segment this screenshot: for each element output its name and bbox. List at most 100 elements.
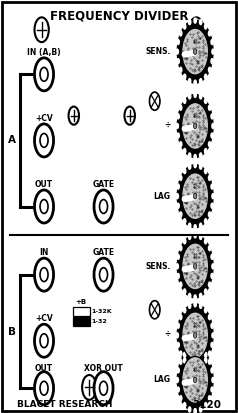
Circle shape [40,199,48,214]
Circle shape [183,402,187,408]
Circle shape [211,48,215,55]
Circle shape [179,30,183,37]
Circle shape [183,238,187,244]
Circle shape [204,288,208,295]
Circle shape [208,245,212,252]
Circle shape [182,28,209,75]
Circle shape [193,408,197,413]
Text: 1-32K: 1-32K [92,309,112,314]
Text: LAG: LAG [154,192,171,201]
Circle shape [188,293,192,299]
Circle shape [179,141,183,147]
Circle shape [177,234,214,299]
Circle shape [175,332,179,339]
Circle shape [193,79,197,86]
Circle shape [199,164,203,170]
Circle shape [149,301,160,319]
Circle shape [35,190,54,223]
Circle shape [182,243,209,290]
Text: +CV: +CV [35,314,53,323]
Circle shape [188,347,192,354]
Circle shape [210,58,214,64]
Circle shape [189,17,203,42]
Circle shape [82,375,96,400]
Circle shape [179,358,183,365]
Circle shape [40,268,48,282]
Circle shape [182,356,209,404]
Circle shape [210,113,214,120]
Circle shape [208,395,212,401]
Text: SENS.: SENS. [145,262,171,271]
Circle shape [204,351,208,358]
Circle shape [35,124,54,157]
Circle shape [179,211,183,218]
Circle shape [208,211,212,218]
Circle shape [193,162,197,169]
Circle shape [99,381,108,395]
Circle shape [177,19,214,84]
Circle shape [40,334,48,348]
Circle shape [208,314,212,320]
Circle shape [188,223,192,229]
Circle shape [177,164,214,228]
Circle shape [176,273,180,279]
Circle shape [193,301,197,308]
Text: 1-32: 1-32 [92,319,107,324]
Circle shape [204,74,208,80]
Circle shape [193,363,197,370]
Circle shape [199,406,203,413]
Circle shape [210,323,214,329]
Circle shape [40,67,48,81]
Circle shape [175,193,179,199]
Circle shape [210,342,214,348]
Circle shape [193,154,197,160]
Circle shape [176,202,180,209]
Circle shape [99,199,108,214]
Circle shape [179,245,183,252]
Circle shape [199,347,203,354]
Circle shape [208,104,212,111]
Circle shape [199,78,203,84]
Circle shape [188,78,192,84]
Circle shape [210,202,214,209]
Circle shape [204,23,208,30]
Circle shape [210,183,214,190]
Circle shape [193,224,197,230]
Text: GATE: GATE [93,180,114,189]
Circle shape [188,406,192,413]
Circle shape [188,19,192,25]
Text: 3120: 3120 [192,400,221,410]
Circle shape [193,49,197,55]
Circle shape [211,377,215,383]
Circle shape [94,258,113,291]
Circle shape [188,93,192,100]
Text: OUT: OUT [35,180,53,189]
Circle shape [176,323,180,329]
Circle shape [193,123,197,129]
Circle shape [208,281,212,288]
Circle shape [176,58,180,64]
Text: B: B [8,327,16,337]
Circle shape [204,148,208,154]
Text: SENS.: SENS. [145,47,171,56]
Circle shape [40,133,48,147]
Circle shape [176,254,180,260]
Circle shape [175,377,179,383]
Circle shape [179,350,183,357]
Text: OUT: OUT [35,363,53,373]
Circle shape [183,288,187,295]
Circle shape [175,123,179,129]
Circle shape [204,168,208,174]
Circle shape [176,132,180,139]
Circle shape [210,367,214,374]
Circle shape [183,351,187,358]
Circle shape [193,193,197,199]
Circle shape [175,48,179,55]
Circle shape [35,17,49,42]
Circle shape [179,281,183,288]
Circle shape [211,263,215,270]
Circle shape [183,74,187,80]
Circle shape [208,141,212,147]
Circle shape [149,92,160,110]
Circle shape [182,312,209,359]
